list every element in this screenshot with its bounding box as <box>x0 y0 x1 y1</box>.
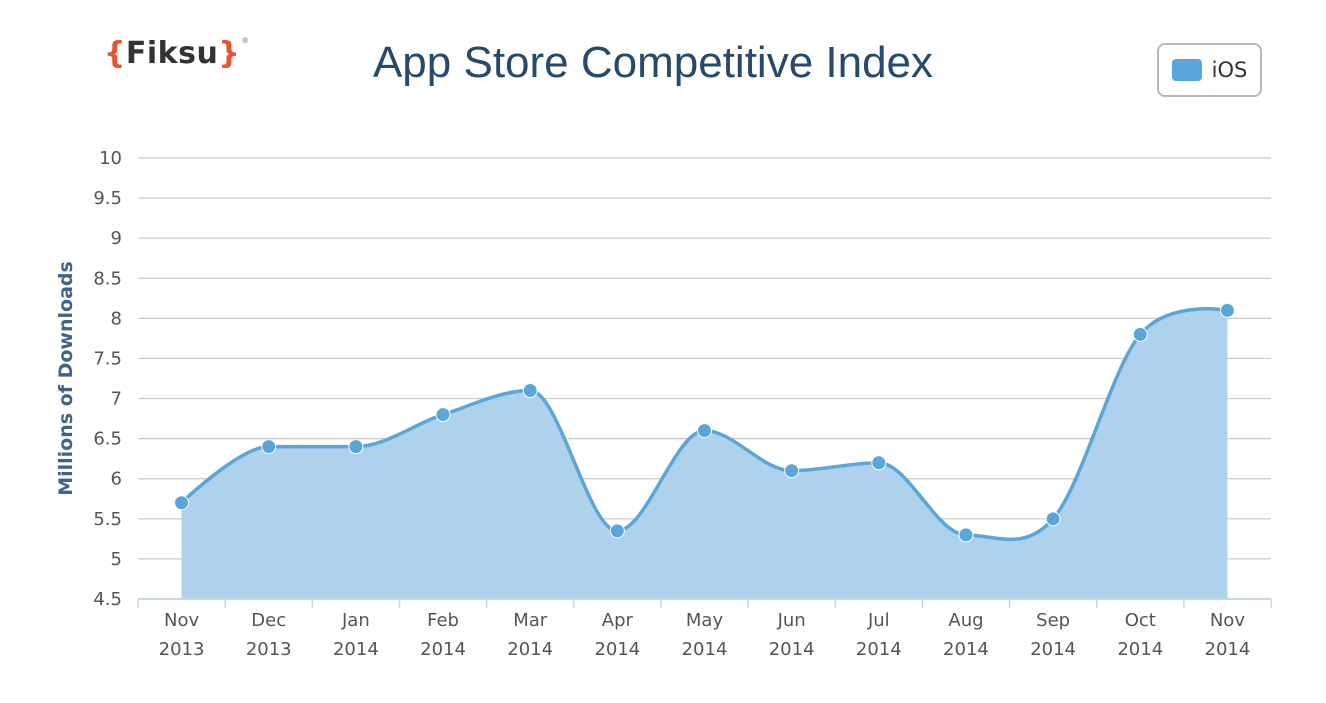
data-point <box>522 383 538 399</box>
y-tick-label: 6.5 <box>93 429 122 450</box>
x-tick-label-year: 2013 <box>246 639 292 660</box>
x-tick-label-month: Mar <box>513 610 548 631</box>
data-point <box>348 439 364 455</box>
x-tick-label-month: Nov <box>1210 610 1245 631</box>
x-tick-label-year: 2014 <box>682 639 728 660</box>
legend-swatch-ios <box>1171 59 1202 81</box>
data-point <box>1132 326 1148 342</box>
y-tick-label: 9.5 <box>93 188 122 209</box>
y-tick-label: 6 <box>111 469 122 490</box>
y-tick-label: 5.5 <box>93 509 122 530</box>
y-tick-label: 7 <box>111 389 122 410</box>
chart-title: App Store Competitive Index <box>372 38 934 87</box>
y-tick-label: 9 <box>111 228 122 249</box>
x-tick-label-year: 2014 <box>333 639 379 660</box>
x-tick-label-month: Sep <box>1036 610 1070 631</box>
x-tick-label-year: 2014 <box>420 639 466 660</box>
data-point <box>174 495 190 511</box>
data-point <box>1045 511 1061 527</box>
data-point <box>958 527 974 543</box>
data-point <box>871 455 887 471</box>
x-tick-label-year: 2014 <box>943 639 989 660</box>
x-tick-label-month: Jun <box>777 610 806 631</box>
x-tick-label-year: 2014 <box>1030 639 1076 660</box>
fiksu-logo: {Fiksu}® <box>104 36 250 71</box>
data-point <box>609 523 625 539</box>
legend[interactable]: iOS <box>1157 43 1262 97</box>
x-tick-label-month: Jan <box>341 610 370 631</box>
y-tick-label: 10 <box>99 148 122 169</box>
data-point <box>697 423 712 439</box>
data-point <box>435 407 451 423</box>
x-tick-label-month: Feb <box>427 610 459 631</box>
x-tick-label-month: Apr <box>602 610 634 631</box>
y-axis-title: Millions of Downloads <box>55 261 77 496</box>
x-tick-label-year: 2014 <box>856 639 902 660</box>
data-point <box>1219 302 1235 318</box>
x-tick-label-year: 2014 <box>769 639 815 660</box>
data-point <box>261 439 277 455</box>
x-tick-label-month: Oct <box>1125 610 1156 631</box>
y-tick-label: 4.5 <box>93 589 122 610</box>
x-tick-label-month: Aug <box>948 610 983 631</box>
x-tick-label-year: 2014 <box>1117 639 1163 660</box>
x-tick-label-month: Nov <box>164 610 199 631</box>
series-area-ios <box>181 308 1228 599</box>
x-tick-label-month: Jul <box>867 610 890 631</box>
legend-label-ios: iOS <box>1211 58 1248 82</box>
y-tick-label: 5 <box>111 549 122 570</box>
data-point <box>784 463 800 479</box>
x-tick-label-month: May <box>686 610 724 631</box>
x-tick-label-year: 2013 <box>159 639 205 660</box>
x-tick-label-month: Dec <box>251 610 286 631</box>
y-tick-label: 8.5 <box>93 268 122 289</box>
x-tick-label-year: 2014 <box>507 639 553 660</box>
y-tick-label: 8 <box>111 308 122 329</box>
y-tick-label: 7.5 <box>93 348 122 369</box>
x-tick-label-year: 2014 <box>594 639 640 660</box>
x-tick-label-year: 2014 <box>1205 639 1251 660</box>
